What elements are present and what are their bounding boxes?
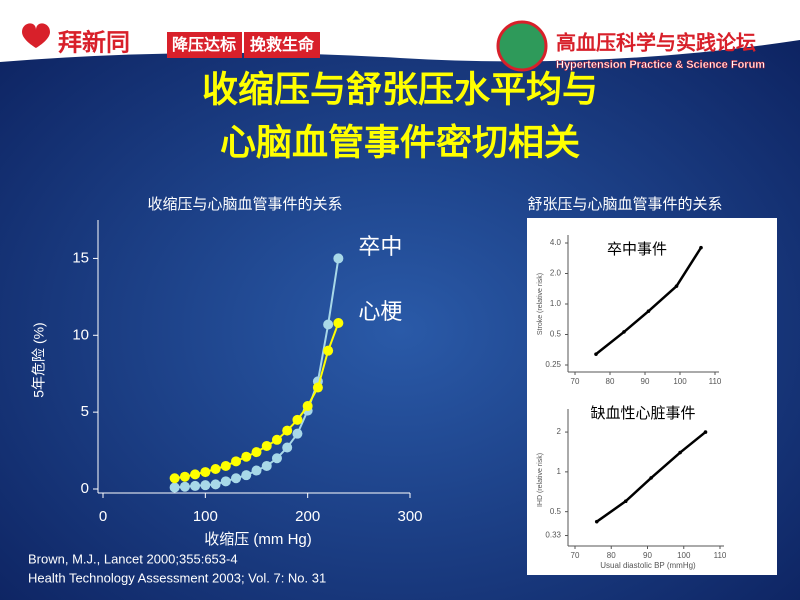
- data-point: [699, 245, 703, 250]
- y-tick-label: 2: [557, 427, 562, 436]
- panel: [527, 218, 777, 575]
- y-tick-label: 0.5: [550, 330, 562, 339]
- x-axis-label: 收缩压 (mm Hg): [204, 531, 312, 548]
- x-tick-label: 70: [571, 551, 580, 560]
- slide-title: 心脑血管事件密切相关: [220, 122, 580, 163]
- data-point: [271, 453, 282, 464]
- reference: Brown, M.J., Lancet 2000;355:653-4: [28, 551, 238, 566]
- data-point: [200, 480, 211, 491]
- forum-logo: [496, 20, 548, 72]
- data-point: [241, 451, 252, 462]
- data-point: [179, 481, 190, 492]
- y-axis-label: Stroke (relative risk): [537, 273, 544, 335]
- data-point: [241, 470, 252, 481]
- data-point: [261, 460, 272, 471]
- x-tick-label: 90: [643, 551, 652, 560]
- forum-subtitle: Hypertension Practice & Science Forum: [556, 59, 765, 71]
- data-point: [292, 428, 303, 439]
- chart-title: 卒中事件: [607, 241, 667, 258]
- data-point: [312, 382, 323, 393]
- y-tick-label: 1: [557, 467, 562, 476]
- y-tick-label: 0.5: [550, 507, 562, 516]
- data-point: [302, 400, 313, 411]
- data-point: [323, 345, 334, 356]
- x-tick-label: 110: [709, 377, 722, 386]
- data-point: [210, 464, 221, 475]
- y-tick-label: 1.0: [550, 299, 562, 308]
- data-point: [251, 447, 262, 458]
- slide-title: 收缩压与舒张压水平均与: [202, 69, 598, 110]
- data-point: [200, 467, 211, 478]
- data-point: [333, 317, 344, 328]
- reference: Health Technology Assessment 2003; Vol. …: [28, 570, 326, 585]
- data-point: [231, 456, 242, 467]
- data-point: [282, 442, 293, 453]
- slogan: 降压达标: [172, 35, 236, 54]
- chart-title: 收缩压与心脑血管事件的关系: [147, 196, 342, 213]
- series-label: 卒中: [358, 234, 402, 259]
- data-point: [646, 309, 651, 313]
- y-tick-label: 10: [72, 326, 89, 343]
- x-tick-label: 100: [677, 551, 691, 560]
- slogan: 挽救生命: [250, 35, 315, 54]
- data-point: [594, 352, 598, 356]
- chart-title: 缺血性心脏事件: [590, 405, 695, 422]
- data-point: [251, 465, 262, 476]
- data-point: [292, 414, 303, 425]
- data-point: [190, 480, 201, 491]
- data-point: [169, 482, 180, 493]
- series-label: 心梗: [358, 299, 402, 324]
- y-tick-label: 0.25: [545, 360, 561, 369]
- data-point: [649, 476, 653, 480]
- x-axis-label: Usual diastolic BP (mmHg): [600, 561, 696, 570]
- y-tick-label: 0: [81, 480, 89, 497]
- x-tick-label: 70: [571, 377, 580, 386]
- data-point: [220, 460, 231, 471]
- data-point: [678, 450, 682, 455]
- x-tick-label: 110: [714, 551, 727, 560]
- x-tick-label: 200: [295, 508, 320, 525]
- data-point: [190, 469, 201, 480]
- x-tick-label: 300: [397, 508, 422, 525]
- y-tick-label: 5: [81, 403, 89, 420]
- y-tick-label: 2.0: [550, 269, 562, 278]
- data-point: [623, 499, 628, 503]
- data-point: [179, 471, 190, 482]
- data-point: [282, 425, 293, 436]
- y-axis-label: 5年危险 (%): [31, 322, 47, 397]
- x-tick-label: 0: [99, 508, 107, 525]
- slogan-box: [167, 32, 242, 58]
- x-tick-label: 80: [606, 377, 615, 386]
- forum-title: 高血压科学与实践论坛: [556, 30, 756, 54]
- data-point: [220, 476, 231, 487]
- y-axis-label: IHD (relative risk): [537, 453, 544, 507]
- slogan-box: [244, 32, 320, 58]
- data-point: [210, 479, 221, 490]
- section-title: 舒张压与心脑血管事件的关系: [527, 196, 722, 213]
- data-point: [622, 330, 626, 334]
- x-tick-label: 80: [607, 551, 616, 560]
- data-point: [333, 253, 344, 264]
- data-point: [703, 430, 708, 434]
- x-tick-label: 90: [641, 377, 650, 386]
- data-point: [231, 473, 242, 484]
- data-point: [674, 284, 679, 288]
- y-tick-label: 15: [72, 249, 89, 266]
- x-tick-label: 100: [193, 508, 218, 525]
- data-point: [261, 440, 272, 451]
- data-point: [323, 319, 334, 330]
- data-point: [271, 434, 282, 445]
- data-point: [594, 519, 599, 524]
- y-tick-label: 4.0: [550, 238, 562, 247]
- brand: 拜新同: [58, 28, 130, 56]
- data-point: [169, 473, 180, 484]
- brand-icon: [22, 23, 50, 48]
- x-tick-label: 100: [673, 377, 687, 386]
- y-tick-label: 0.33: [545, 531, 561, 540]
